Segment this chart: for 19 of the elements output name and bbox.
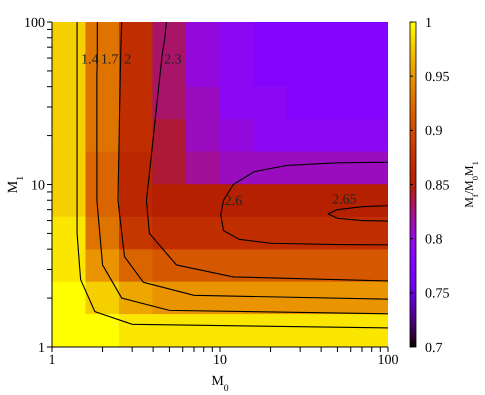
series-label: 2.3: [164, 52, 182, 68]
y-tick-label: 1: [38, 340, 45, 356]
color-bar-label: 0.75: [425, 286, 450, 302]
color-bar-label: 0.7: [425, 340, 442, 356]
color-bar-label: 1: [425, 16, 432, 31]
x-tick-label: 10: [213, 352, 227, 368]
color-bar-label: 0.95: [425, 70, 450, 86]
x-axis-title: M$_{0}$: [211, 374, 229, 394]
color-bar-label: 0.8: [425, 232, 442, 248]
color-bar-label: 0.9: [425, 124, 442, 140]
x-tick-label: 100: [378, 352, 398, 368]
y-tick-label: 100: [24, 16, 45, 31]
x-tick-label: 1: [48, 352, 56, 368]
series-label: 2: [124, 52, 132, 68]
y-tick-label: 10: [31, 178, 45, 194]
series-label: 1.7: [100, 52, 118, 68]
color-bar-label: 0.85: [425, 178, 450, 194]
series-label: 2.6: [224, 194, 242, 209]
series-label: 2.65: [332, 192, 357, 208]
